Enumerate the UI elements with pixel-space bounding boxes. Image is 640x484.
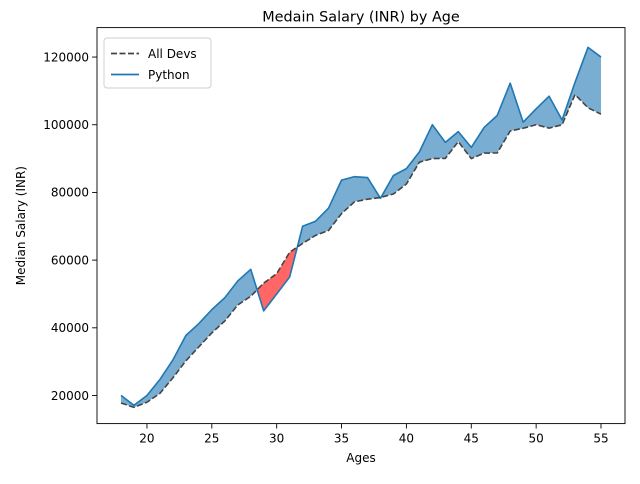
fill-above-region-4 xyxy=(381,47,601,198)
fill-above-region-0 xyxy=(121,269,258,408)
y-tick-label: 60000 xyxy=(51,253,89,267)
series-line-python xyxy=(120,46,602,407)
y-axis-ticks: 20000 40000 60000 80000 100000 120000 xyxy=(43,50,97,403)
legend-box xyxy=(103,37,212,89)
axes-frame xyxy=(96,27,626,425)
x-axis-label: Ages xyxy=(346,451,375,465)
legend: All Devs Python xyxy=(103,37,212,89)
y-tick-label: 40000 xyxy=(51,321,89,335)
y-tick-label: 20000 xyxy=(51,389,89,403)
x-tick-label: 50 xyxy=(528,432,543,446)
x-tick-label: 35 xyxy=(334,432,349,446)
fill-above-region-2 xyxy=(297,176,380,248)
fill-below-region-1 xyxy=(257,247,298,311)
x-tick-label: 25 xyxy=(204,432,219,446)
y-tick-label: 120000 xyxy=(43,50,89,64)
y-tick-label: 80000 xyxy=(51,186,89,200)
x-tick-label: 20 xyxy=(139,432,154,446)
y-axis-label: Median Salary (INR) xyxy=(14,166,28,285)
series-lines-layer xyxy=(120,46,602,409)
legend-label-python: Python xyxy=(148,68,190,82)
x-tick-label: 40 xyxy=(399,432,414,446)
x-tick-label: 55 xyxy=(593,432,608,446)
y-tick-label: 100000 xyxy=(43,118,89,132)
chart-title: Medain Salary (INR) by Age xyxy=(262,10,460,26)
x-tick-label: 45 xyxy=(464,432,479,446)
x-tick-label: 30 xyxy=(269,432,284,446)
x-axis-ticks: 20 25 30 35 40 45 50 55 xyxy=(139,423,609,446)
fill-between-layer xyxy=(121,47,601,408)
series-line-all-devs xyxy=(120,93,602,409)
legend-label-all-devs: All Devs xyxy=(148,47,197,61)
